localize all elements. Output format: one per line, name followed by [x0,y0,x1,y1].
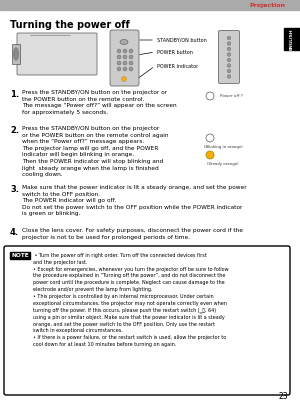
Text: 23: 23 [278,392,288,401]
Circle shape [227,36,231,40]
Bar [0,0,300,10]
Circle shape [227,75,231,78]
Text: Projection: Projection [249,2,285,7]
FancyBboxPatch shape [110,30,139,86]
Bar [12,44,20,64]
Text: (Steady orange): (Steady orange) [207,162,238,166]
Ellipse shape [120,39,128,44]
Ellipse shape [14,48,19,60]
Circle shape [227,69,231,73]
Text: Press the STANDBY/ON button on the projector or
the POWER button on the remote c: Press the STANDBY/ON button on the proje… [22,90,177,115]
Text: STANDBY/ON button: STANDBY/ON button [157,37,207,42]
Circle shape [129,55,133,59]
Circle shape [227,47,231,51]
Text: Turning the power off: Turning the power off [10,20,130,30]
Circle shape [129,49,133,53]
Circle shape [123,55,127,59]
Circle shape [117,49,121,53]
FancyBboxPatch shape [17,33,97,75]
Circle shape [129,67,133,71]
Circle shape [227,42,231,45]
Text: 3.: 3. [10,185,19,194]
Circle shape [117,55,121,59]
FancyBboxPatch shape [4,246,290,395]
Circle shape [227,53,231,56]
Circle shape [122,77,127,81]
Text: 2.: 2. [10,126,19,135]
Text: POWER indicator: POWER indicator [157,63,198,68]
FancyBboxPatch shape [218,31,239,83]
Circle shape [227,58,231,62]
Circle shape [123,49,127,53]
Text: Make sure that the power indicator is lit a steady orange, and set the power
swi: Make sure that the power indicator is li… [22,185,247,217]
Circle shape [129,61,133,65]
Bar [10,252,30,259]
Text: Press the STANDBY/ON button on the projector
or the POWER button on the remote c: Press the STANDBY/ON button on the proje… [22,126,169,177]
Text: 4.: 4. [10,228,19,237]
Circle shape [117,67,121,71]
Circle shape [227,64,231,67]
Text: ENGLISH: ENGLISH [290,28,294,50]
Bar [284,28,300,50]
Circle shape [117,61,121,65]
Text: Power off ?: Power off ? [220,94,243,98]
Text: NOTE: NOTE [11,253,29,258]
Text: 1.: 1. [10,90,19,99]
Text: Close the lens cover. For safety purposes, disconnect the power cord if the
proj: Close the lens cover. For safety purpose… [22,228,243,240]
Circle shape [206,151,214,159]
Circle shape [123,61,127,65]
Text: (Blinking in orange): (Blinking in orange) [204,145,243,149]
Text: • Turn the power off in right order. Turn off the connected devices first
and th: • Turn the power off in right order. Tur… [33,253,229,347]
Text: POWER button: POWER button [157,50,193,55]
Circle shape [123,67,127,71]
